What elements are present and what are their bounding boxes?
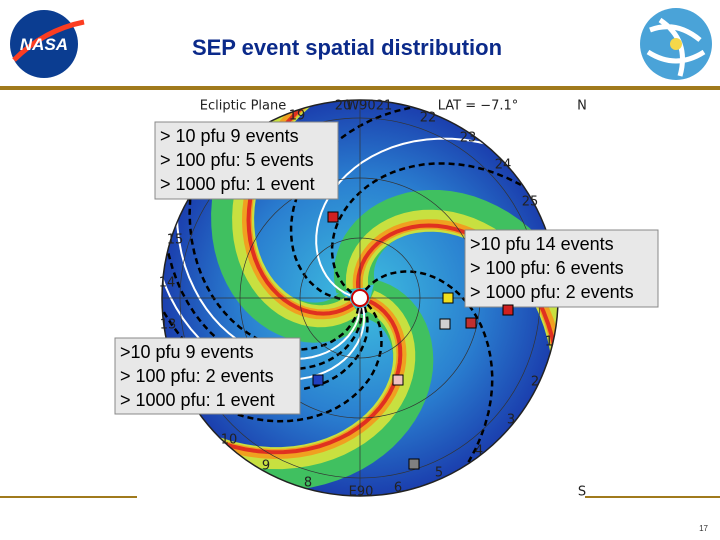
event-box-line: >10 pfu 9 events: [120, 342, 254, 362]
figure-label: 24: [495, 158, 512, 173]
swirl-logo: [640, 8, 712, 80]
figure-label: E90: [349, 485, 374, 500]
event-box-line: > 100 pfu: 2 events: [120, 366, 274, 386]
nasa-logo: NASA: [10, 10, 85, 78]
figure-label: 19: [289, 109, 306, 124]
figure-label: 9: [262, 459, 270, 474]
title: SEP event spatial distribution: [192, 35, 502, 60]
event-box-line: > 10 pfu 9 events: [160, 126, 299, 146]
event-box: [154, 121, 339, 200]
figure-label: 22: [420, 111, 437, 126]
figure-label: 2: [531, 375, 539, 390]
event-marker: [502, 304, 514, 316]
figure-label: 1: [545, 335, 553, 350]
event-box-line: > 1000 pfu: 2 events: [470, 282, 634, 302]
figure-label: 14: [159, 276, 176, 291]
event-box-line: > 1000 pfu: 1 event: [160, 174, 315, 194]
event-marker: [439, 318, 451, 330]
figure-label: 20: [335, 99, 352, 114]
page-number: 17: [699, 524, 708, 533]
header-rule: [0, 86, 720, 90]
logo-text: NASA: [20, 35, 68, 54]
figure-label: 4: [475, 444, 483, 459]
figure-label: S: [578, 485, 586, 500]
figure-label: N: [577, 99, 587, 114]
sun: [351, 289, 369, 307]
event-marker: [392, 374, 404, 386]
figure-label: 15: [167, 233, 184, 248]
figure-label: 13: [160, 318, 177, 333]
figure-label: 10: [221, 433, 238, 448]
figure-label: LAT = −7.1°: [438, 99, 519, 114]
figure-label: 8: [304, 476, 312, 491]
event-box-line: > 1000 pfu: 1 event: [120, 390, 275, 410]
event-box-line: > 100 pfu: 5 events: [160, 150, 314, 170]
figure-label: 3: [507, 413, 515, 428]
event-box: [114, 337, 301, 415]
figure-label: Ecliptic Plane: [200, 99, 286, 114]
figure-label: 21: [376, 99, 393, 114]
figure-label: 6: [394, 481, 402, 496]
figure-label: W90: [346, 99, 375, 114]
event-box: [464, 229, 659, 308]
figure-label: 5: [435, 466, 443, 481]
event-box-line: > 100 pfu: 6 events: [470, 258, 624, 278]
event-marker: [327, 211, 339, 223]
figure-label: 23: [460, 131, 477, 146]
event-box-line: >10 pfu 14 events: [470, 234, 614, 254]
event-marker: [465, 317, 477, 329]
event-marker: [442, 292, 454, 304]
event-marker: [408, 458, 420, 470]
event-marker: [312, 374, 324, 386]
figure-label: 25: [522, 195, 539, 210]
